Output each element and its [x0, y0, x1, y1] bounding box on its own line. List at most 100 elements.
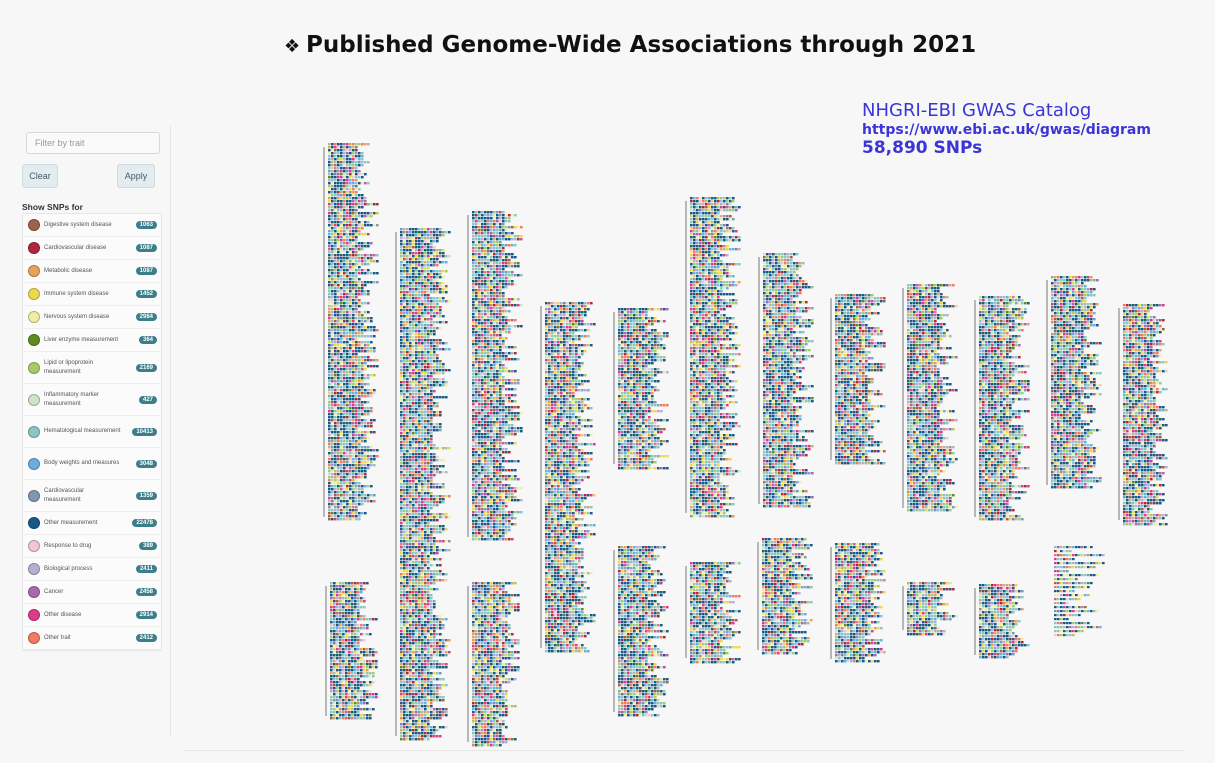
legend-item-label: Inflammatory marker measurement	[44, 392, 100, 407]
chromosome	[902, 284, 958, 512]
legend-item[interactable]: Cancer 2458	[23, 581, 161, 604]
trait-color-swatch	[28, 517, 40, 529]
legend-item-count: 1359	[135, 491, 157, 500]
trait-color-swatch	[28, 219, 40, 231]
legend-item[interactable]: Biological process 2411	[23, 558, 161, 581]
legend-item-label: Cardiovascular measurement	[44, 488, 85, 503]
trait-color-swatch	[28, 288, 40, 300]
trait-sidebar: Filter by trait Clear Apply Show SNPs fo…	[14, 126, 171, 736]
legend-item-count: 3048	[135, 459, 157, 468]
legend-item-count: 427	[138, 395, 157, 404]
legend-item-count: 2984	[135, 313, 157, 321]
legend-item-label: Liver enzyme measurement	[44, 336, 119, 343]
chromosome	[974, 296, 1030, 521]
chromosome	[902, 582, 958, 636]
legend-item-label: Other disease	[44, 611, 82, 618]
chromosome	[613, 308, 669, 470]
chromosome	[757, 538, 813, 655]
trait-color-swatch	[28, 425, 40, 438]
legend-item-count: 10413	[132, 427, 157, 436]
trait-color-swatch	[28, 457, 40, 470]
legend-item[interactable]: Cardiovascular measurement 1359	[23, 480, 161, 512]
legend-item-count: 1087	[135, 244, 157, 252]
legend-item-label: Other measurement	[44, 519, 98, 526]
legend-item-count: 389	[138, 542, 157, 550]
karyotype-svg	[323, 143, 1168, 747]
chromosome	[830, 543, 886, 663]
legend-item-count: 2169	[135, 363, 157, 372]
catalog-url[interactable]: https://www.ebi.ac.uk/gwas/diagram	[862, 121, 1151, 138]
legend-item-label: Body weights and measures	[44, 460, 120, 467]
catalog-info: NHGRI-EBI GWAS Catalog https://www.ebi.a…	[862, 100, 1151, 159]
legend-item[interactable]: Immune system disease 1452	[23, 283, 161, 306]
legend-item[interactable]: Inflammatory marker measurement 427	[23, 384, 161, 416]
chromosome	[830, 294, 886, 465]
chromosome	[467, 211, 523, 541]
chromosome	[1046, 276, 1102, 489]
trait-color-swatch	[28, 489, 40, 502]
chromosome	[323, 143, 379, 521]
legend-item-count: 2458	[135, 588, 157, 596]
chromosome	[685, 197, 741, 518]
legend-item-label: Metabolic disease	[44, 267, 93, 274]
snp-count: 58,890 SNPs	[862, 138, 983, 159]
legend-item-label: Cardiovascular disease	[44, 244, 107, 251]
catalog-name: NHGRI-EBI GWAS Catalog	[862, 100, 1092, 121]
trait-color-swatch	[28, 540, 40, 552]
chromosome-sparse	[1054, 546, 1105, 637]
legend-item-label: Lipid or lipoprotein measurement	[44, 360, 94, 375]
gwas-karyotype-diagram	[184, 126, 1184, 751]
legend-item-label: Nervous system disease	[44, 313, 110, 320]
legend-item[interactable]: Metabolic disease 1087	[23, 260, 161, 283]
legend-item-label: Digestive system disease	[44, 221, 112, 228]
chromosome	[325, 582, 378, 720]
legend-item[interactable]: Nervous system disease 2984	[23, 306, 161, 329]
trait-color-swatch	[28, 334, 40, 346]
legend-item[interactable]: Other measurement 22478	[23, 512, 161, 535]
legend-item-count: 1452	[135, 290, 157, 298]
legend-item-count: 2914	[135, 611, 157, 619]
legend-item[interactable]: Digestive system disease 1063	[23, 214, 161, 237]
legend-item-count: 1087	[135, 267, 157, 275]
legend-item-label: Immune system disease	[44, 290, 109, 297]
trait-color-swatch	[28, 265, 40, 277]
clear-button[interactable]: Clear	[22, 164, 58, 188]
legend-item-label: Other trait	[44, 634, 71, 641]
chromosome	[395, 228, 451, 741]
legend-item-label: Response to drug	[44, 542, 92, 549]
trait-color-swatch	[28, 586, 40, 598]
legend-item[interactable]: Body weights and measures 3048	[23, 448, 161, 480]
legend-item-label: Hematological measurement	[44, 428, 121, 435]
legend-item-count: 2411	[135, 565, 157, 573]
legend-item-count: 2412	[135, 634, 157, 642]
legend-item-label: Cancer	[44, 588, 64, 595]
trait-color-swatch	[28, 311, 40, 323]
legend-item-count: 364	[138, 336, 157, 344]
trait-color-swatch	[28, 632, 40, 644]
legend-item[interactable]: Other disease 2914	[23, 604, 161, 627]
legend-item-count: 1063	[135, 221, 157, 229]
trait-color-swatch	[28, 563, 40, 575]
legend-item-label: Biological process	[44, 565, 93, 572]
chromosome	[1118, 304, 1168, 526]
chromosome	[974, 584, 1030, 659]
legend-item[interactable]: Lipid or lipoprotein measurement 2169	[23, 352, 161, 384]
legend-item[interactable]: Other trait 2412	[23, 627, 161, 650]
trait-color-swatch	[28, 393, 40, 406]
chromosome	[467, 582, 520, 747]
apply-button[interactable]: Apply	[117, 164, 155, 188]
legend-item-count: 22478	[132, 519, 157, 527]
chromosome	[540, 302, 596, 653]
chromosome	[758, 253, 814, 508]
legend-item[interactable]: Response to drug 389	[23, 535, 161, 558]
legend-item[interactable]: Liver enzyme measurement 364	[23, 329, 161, 352]
trait-legend: Digestive system disease 1063 Cardiovascul…	[22, 213, 162, 651]
chromosome	[613, 546, 669, 717]
chromosome	[685, 562, 741, 664]
legend-item[interactable]: Hematological measurement 10413	[23, 416, 161, 448]
show-snps-label: Show SNPs for	[22, 202, 83, 212]
slide-title-text: Published Genome-Wide Associations throu…	[306, 32, 977, 58]
trait-color-swatch	[28, 609, 40, 621]
legend-item[interactable]: Cardiovascular disease 1087	[23, 237, 161, 260]
trait-filter-input[interactable]: Filter by trait	[26, 132, 160, 154]
